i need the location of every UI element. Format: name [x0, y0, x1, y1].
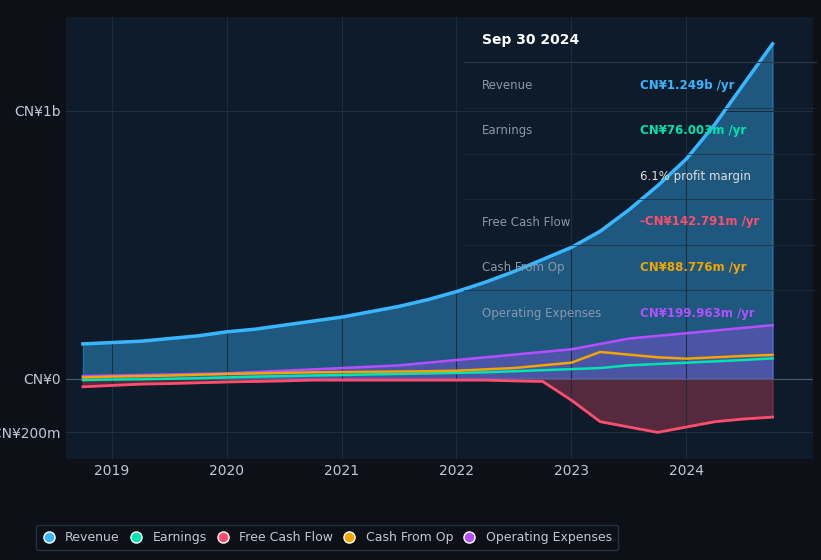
Text: Free Cash Flow: Free Cash Flow: [481, 216, 570, 228]
Text: Sep 30 2024: Sep 30 2024: [481, 32, 579, 46]
Text: CN¥76.003m /yr: CN¥76.003m /yr: [640, 124, 746, 137]
Text: Cash From Op: Cash From Op: [481, 261, 564, 274]
Text: 6.1% profit margin: 6.1% profit margin: [640, 170, 751, 183]
Text: Revenue: Revenue: [481, 79, 533, 92]
Text: CN¥1.249b /yr: CN¥1.249b /yr: [640, 79, 735, 92]
Text: CN¥88.776m /yr: CN¥88.776m /yr: [640, 261, 747, 274]
Legend: Revenue, Earnings, Free Cash Flow, Cash From Op, Operating Expenses: Revenue, Earnings, Free Cash Flow, Cash …: [36, 525, 618, 550]
Text: Operating Expenses: Operating Expenses: [481, 307, 601, 320]
Text: Earnings: Earnings: [481, 124, 533, 137]
Text: -CN¥142.791m /yr: -CN¥142.791m /yr: [640, 216, 759, 228]
Text: CN¥199.963m /yr: CN¥199.963m /yr: [640, 307, 755, 320]
